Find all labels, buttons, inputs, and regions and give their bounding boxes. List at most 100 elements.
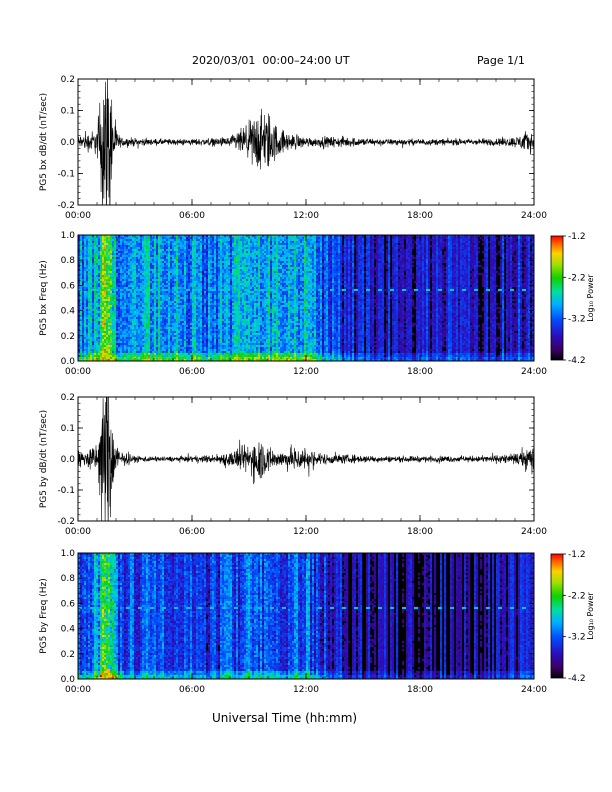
- spectrogram-cell: [168, 257, 171, 260]
- spectrogram-cell: [216, 341, 219, 344]
- spectrogram-cell: [184, 323, 187, 326]
- spectrogram-cell: [120, 305, 123, 308]
- spectrogram-cell: [178, 309, 181, 312]
- spectrogram-cell: [148, 239, 151, 242]
- spectrogram-cell: [96, 335, 99, 338]
- spectrogram-cell: [114, 287, 117, 290]
- spectrogram-cell: [228, 327, 231, 330]
- spectrogram-cell: [204, 289, 207, 292]
- spectrogram-cell: [120, 311, 123, 314]
- spectrogram-cell: [222, 281, 225, 284]
- spectrogram-cell: [100, 243, 103, 246]
- spectrogram-cell: [112, 331, 115, 334]
- spectrogram-cell: [136, 253, 139, 256]
- spectrogram-cell: [130, 301, 133, 304]
- spectrogram-cell: [216, 349, 219, 352]
- spectrogram-cell: [138, 323, 141, 326]
- spectrogram-cell: [182, 257, 185, 260]
- spectrogram-cell: [228, 317, 231, 320]
- spectrogram-cell: [152, 299, 155, 302]
- spectrogram-cell: [196, 239, 199, 242]
- spectrogram-cell: [140, 329, 143, 332]
- spectrogram-cell: [110, 309, 113, 312]
- spectrogram-cell: [158, 355, 161, 358]
- spectrogram-cell: [200, 307, 203, 310]
- spectrogram-cell: [86, 279, 89, 282]
- spectrogram-cell: [134, 329, 137, 332]
- spectrogram-cell: [108, 279, 111, 282]
- spectrogram-cell: [122, 291, 125, 294]
- spectrogram-cell: [174, 355, 177, 358]
- spectrogram-cell: [156, 319, 159, 322]
- spectrogram-cell: [220, 273, 223, 276]
- spectrogram-cell: [86, 263, 89, 266]
- spectrogram-cell: [228, 301, 231, 304]
- spectrogram-cell: [162, 291, 165, 294]
- spectrogram-cell: [124, 245, 127, 248]
- spectrogram-cell: [208, 255, 211, 258]
- spectrogram-cell: [106, 307, 109, 310]
- spectrogram-cell: [218, 235, 221, 238]
- spectrogram-cell: [120, 271, 123, 274]
- spectrogram-cell: [134, 353, 137, 356]
- spectrogram-cell: [116, 331, 119, 334]
- spectrogram-cell: [112, 279, 115, 282]
- spectrogram-cell: [186, 301, 189, 304]
- spectrogram-cell: [172, 289, 175, 292]
- spectrogram-cell: [88, 271, 91, 274]
- spectrogram-cell: [188, 333, 191, 336]
- spectrogram-cell: [78, 327, 81, 330]
- spectrogram-cell: [82, 249, 85, 252]
- spectrogram-cell: [92, 327, 95, 330]
- spectrogram-cell: [142, 243, 145, 246]
- spectrogram-cell: [94, 255, 97, 258]
- spectrogram-cell: [170, 359, 173, 362]
- spectrogram-cell: [216, 293, 219, 296]
- spectrogram-cell: [200, 287, 203, 290]
- spectrogram-cell: [118, 343, 121, 346]
- spectrogram-cell: [112, 249, 115, 252]
- spectrogram-cell: [156, 279, 159, 282]
- spectrogram-cell: [226, 263, 229, 266]
- spectrogram-cell: [222, 247, 225, 250]
- spectrogram-cell: [218, 269, 221, 272]
- spectrogram-cell: [140, 323, 143, 326]
- spectrogram-cell: [142, 277, 145, 280]
- spectrogram-cell: [140, 295, 143, 298]
- spectrogram-cell: [100, 309, 103, 312]
- spectrogram-cell: [160, 271, 163, 274]
- spectrogram-cell: [134, 335, 137, 338]
- spectrogram-cell: [174, 323, 177, 326]
- spectrogram-cell: [172, 295, 175, 298]
- spectrogram-cell: [146, 235, 149, 238]
- spectrogram-cell: [196, 283, 199, 286]
- spectrogram-cell: [230, 323, 233, 326]
- spectrogram-cell: [200, 237, 203, 240]
- spectrogram-cell: [172, 329, 175, 332]
- spectrogram-cell: [196, 335, 199, 338]
- spectrogram-cell: [198, 257, 201, 260]
- spectrogram-cell: [122, 339, 125, 342]
- spectrogram-cell: [208, 265, 211, 268]
- spectrogram-cell: [208, 273, 211, 276]
- spectrogram-cell: [176, 317, 179, 320]
- spectrogram-cell: [84, 265, 87, 268]
- spectrogram-cell: [128, 265, 131, 268]
- spectrogram-cell: [188, 235, 191, 238]
- spectrogram-cell: [216, 245, 219, 248]
- spectrogram-cell: [90, 247, 93, 250]
- spectrogram-cell: [102, 265, 105, 268]
- spectrogram-cell: [166, 313, 169, 316]
- spectrogram-cell: [134, 345, 137, 348]
- spectrogram-cell: [220, 323, 223, 326]
- spectrogram-cell: [154, 355, 157, 358]
- spectrogram-cell: [136, 285, 139, 288]
- spectrogram-cell: [124, 337, 127, 340]
- spectrogram-cell: [94, 243, 97, 246]
- spectrogram-cell: [192, 315, 195, 318]
- spectrogram-cell: [178, 345, 181, 348]
- spectrogram-cell: [142, 335, 145, 338]
- spectrogram-cell: [174, 341, 177, 344]
- spectrogram-cell: [156, 323, 159, 326]
- spectrogram-cell: [92, 243, 95, 246]
